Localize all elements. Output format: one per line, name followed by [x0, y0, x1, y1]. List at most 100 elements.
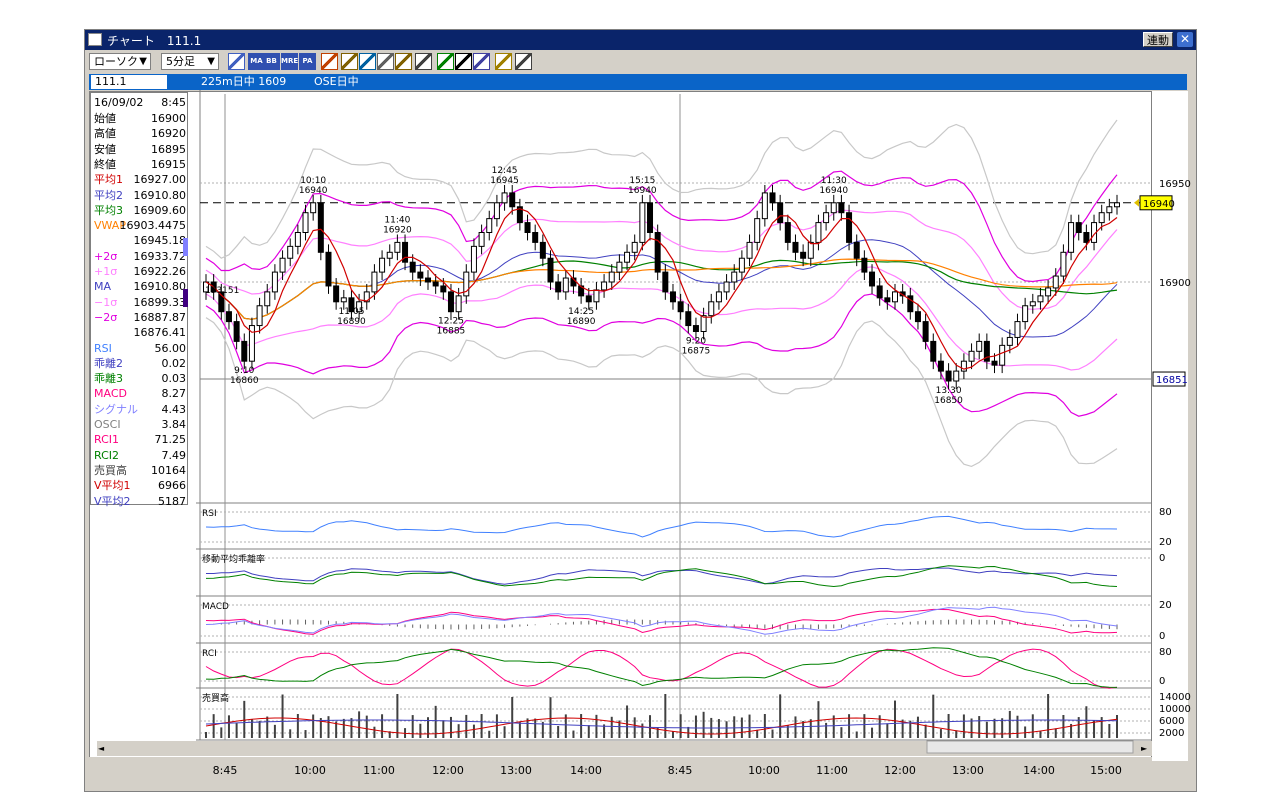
candle-body [555, 281, 562, 293]
panel-tick-label: 80 [1159, 647, 1172, 658]
info-value: 4.43 [161, 402, 187, 416]
toolbar: ローソク ▼ 5分足 ▼ MA BB MRE PA [85, 51, 1196, 72]
candle-body [662, 271, 669, 293]
info-label: 乖離3 [94, 372, 123, 386]
candle-body [1075, 222, 1082, 234]
candle-body [248, 325, 255, 362]
candle-body [233, 321, 240, 342]
candle-body [1022, 305, 1029, 323]
volume-average-line [205, 717, 1118, 735]
link-button[interactable]: 連動 [1143, 32, 1173, 47]
title-bar[interactable]: チャート 111.1 連動 ✕ [85, 30, 1196, 50]
candle-body [524, 222, 531, 234]
cross-icon[interactable] [359, 53, 376, 70]
horizontal-scrollbar[interactable] [97, 741, 1152, 756]
candle-body [761, 192, 768, 220]
candle-body [914, 311, 921, 323]
macd-line [205, 608, 1118, 635]
candle-body [685, 311, 692, 327]
candle-body [478, 232, 485, 247]
info-value: 16927.00 [133, 173, 187, 187]
panel-tick-label: 10000 [1159, 704, 1191, 715]
candle-body [715, 291, 722, 303]
time-tick-label: 14:00 [1023, 764, 1055, 777]
close-icon[interactable]: ✕ [1177, 32, 1193, 47]
info-label: MACD [94, 387, 127, 401]
candle-body [792, 241, 799, 253]
price-tick-label: 16900 [1159, 278, 1191, 289]
trendline-icon[interactable] [321, 53, 338, 70]
fibonacci-icon[interactable] [341, 53, 358, 70]
time-tick-label: 11:00 [363, 764, 395, 777]
info-value: 16900 [151, 112, 186, 125]
time-tick-label: 13:00 [500, 764, 532, 777]
info-value: 16945.18 [133, 234, 187, 248]
info-row: RSI 56.00 [94, 341, 186, 356]
calculator-icon[interactable] [395, 53, 412, 70]
macd-signal-line [205, 606, 1118, 635]
annotation-time: 9:10 [234, 366, 254, 376]
mre-icon[interactable]: MRE [281, 53, 298, 70]
ma-icon[interactable]: MA [248, 53, 265, 70]
annotation-price: 16940 [819, 186, 848, 196]
chart-type-select[interactable]: ローソク ▼ [89, 53, 151, 70]
candle-body [823, 212, 830, 224]
bollinger-band-line [205, 170, 1118, 283]
annotation-time: 13:30 [936, 386, 962, 396]
close-chart-icon[interactable] [515, 53, 532, 70]
info-row: 平均1 16927.00 [94, 172, 186, 187]
bb-icon[interactable]: BB [263, 53, 280, 70]
candle-body [1006, 336, 1013, 346]
search-icon[interactable] [495, 53, 512, 70]
mre-label: MRE [281, 57, 299, 65]
zoom-icon[interactable] [377, 53, 394, 70]
panel-tick-label: 0 [1159, 553, 1165, 564]
candle-body [333, 285, 340, 303]
cursor-icon[interactable] [455, 53, 472, 70]
candle-body [945, 370, 952, 382]
app-chart-icon [88, 33, 102, 46]
info-panel: 16/09/02 8:45 始値 16900 高値 16920 安値 16895 終値 16915… [90, 92, 188, 508]
info-value: 16910.80 [133, 188, 187, 202]
candle-body [394, 241, 401, 253]
candle-body [417, 271, 424, 279]
panel-tick-label: 14000 [1159, 692, 1191, 703]
pen-icon[interactable] [437, 53, 454, 70]
candle-body [1083, 232, 1090, 243]
candle-body [264, 291, 271, 307]
candle-body [738, 257, 745, 273]
rci2-line [205, 647, 1118, 688]
candle-body [1106, 206, 1113, 214]
info-value: 7.49 [161, 448, 187, 462]
time-tick-label: 13:00 [952, 764, 984, 777]
bollinger-band-line [205, 209, 1118, 310]
info-value: 16910.80 [133, 280, 187, 294]
candle-body [930, 340, 937, 362]
symbol-code-input[interactable]: 111.1 [91, 75, 167, 89]
candle-body [907, 295, 914, 313]
grid-icon[interactable] [415, 53, 432, 70]
annotation-price: 16890 [337, 317, 366, 327]
symbol-name: 225m日中 1609 [201, 75, 287, 88]
info-value: 71.25 [154, 433, 187, 447]
candle-body [976, 340, 983, 352]
info-row: +1σ 16922.26 [94, 264, 186, 279]
candle-body [578, 285, 585, 297]
candle-body [922, 321, 929, 342]
pa-icon[interactable]: PA [299, 53, 316, 70]
interval-select[interactable]: 5分足 ▼ [161, 53, 219, 70]
eraser-icon[interactable] [473, 53, 490, 70]
info-row: 売買高 10164 [94, 463, 186, 478]
bb-label: BB [266, 57, 277, 65]
info-row: RCI2 7.49 [94, 448, 186, 463]
candle-body [340, 297, 347, 303]
info-value: 16895 [151, 142, 186, 156]
info-row: シグナル 4.43 [94, 402, 186, 417]
candle-body [692, 325, 699, 332]
chart-settings-icon[interactable] [228, 53, 245, 70]
panel-tick-label: 0 [1159, 631, 1165, 642]
series-swatch [183, 289, 188, 307]
candle-body [425, 277, 432, 283]
info-value: 16933.72 [133, 249, 187, 263]
candle-body [746, 241, 753, 259]
